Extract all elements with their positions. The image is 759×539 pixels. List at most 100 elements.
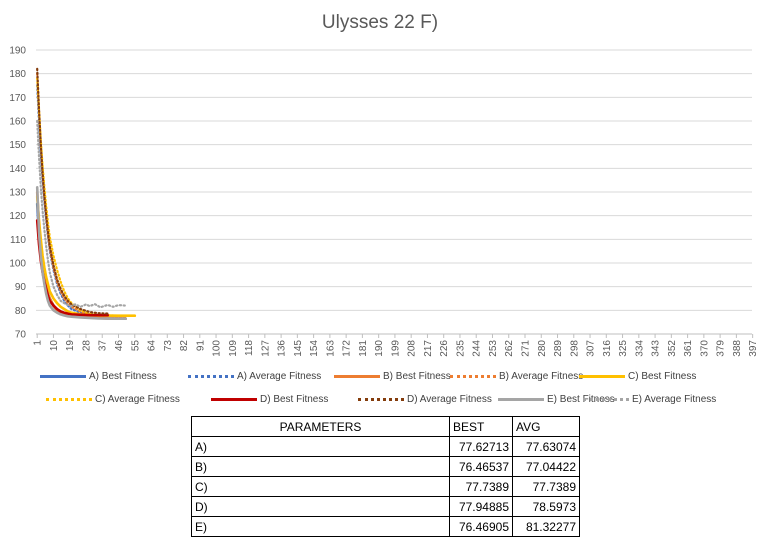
table-row: B) 76.46537 77.04422 (191, 456, 580, 477)
x-tick-label: 145 (293, 340, 304, 357)
x-tick-label: 55 (130, 340, 141, 352)
legend-item: C) Average Fitness (46, 394, 180, 405)
y-tick-label: 90 (15, 282, 27, 293)
series-line-8 (36, 67, 109, 315)
table-cell-best: 77.62713 (449, 436, 513, 457)
y-tick-label: 130 (9, 188, 26, 199)
table-cell-avg: 78.5973 (512, 496, 580, 517)
legend-item: B) Best Fitness (334, 371, 451, 382)
x-tick-label: 235 (455, 340, 466, 357)
legend-item: A) Best Fitness (40, 371, 157, 382)
legend-label: C) Best Fitness (628, 370, 697, 382)
x-tick-label: 109 (228, 340, 239, 357)
legend-item: C) Best Fitness (579, 371, 696, 382)
x-tick-label: 154 (309, 340, 320, 357)
legend-label: A) Average Fitness (237, 370, 322, 382)
x-tick-label: 10 (49, 340, 60, 352)
legend-swatch (188, 374, 234, 378)
x-tick-label: 343 (651, 340, 662, 357)
x-tick-label: 100 (212, 340, 223, 357)
legend-label: C) Average Fitness (95, 393, 180, 405)
x-tick-label: 352 (667, 340, 678, 357)
legend-item: A) Average Fitness (188, 371, 321, 382)
table-header-parameters: PARAMETERS (191, 416, 450, 437)
x-tick-label: 334 (634, 340, 645, 357)
legend-swatch (211, 397, 257, 401)
table-header-best: BEST (449, 416, 513, 437)
x-tick-label: 361 (683, 340, 694, 357)
y-tick-label: 190 (9, 46, 26, 57)
table-header-avg: AVG (512, 416, 580, 437)
x-tick-label: 73 (163, 340, 174, 352)
table-cell-best: 76.46905 (449, 516, 513, 537)
legend-swatch (40, 374, 86, 378)
x-tick-label: 46 (114, 340, 125, 352)
x-tick-label: 163 (325, 340, 336, 357)
legend-item: E) Best Fitness (498, 394, 615, 405)
x-tick-label: 37 (98, 340, 109, 352)
table-cell-parameter: D) (191, 496, 450, 517)
series-line-9 (35, 186, 127, 321)
table-cell-avg: 77.7389 (512, 476, 580, 497)
table-row: D) 77.94885 78.5973 (191, 496, 580, 517)
y-tick-label: 160 (9, 117, 26, 128)
table-cell-best: 77.94885 (449, 496, 513, 517)
y-tick-label: 120 (9, 211, 26, 222)
x-tick-label: 136 (277, 340, 288, 357)
table-cell-avg: 77.63074 (512, 436, 580, 457)
table-cell-avg: 77.04422 (512, 456, 580, 477)
chart-title: Ulysses 22 F) (322, 12, 438, 33)
legend-item: D) Average Fitness (358, 394, 492, 405)
x-tick-label: 91 (195, 340, 206, 352)
x-tick-label: 199 (390, 340, 401, 357)
x-tick-label: 262 (504, 340, 515, 357)
legend-swatch (334, 374, 380, 378)
x-tick-label: 208 (407, 340, 418, 357)
legend-swatch (498, 397, 544, 401)
table-row: A) 77.62713 77.63074 (191, 436, 580, 457)
line-chart: Ulysses 22 F) 70809010011012013014015016… (9, 12, 759, 357)
legend-swatch (450, 374, 496, 378)
table-cell-best: 77.7389 (449, 476, 513, 497)
x-tick-label: 28 (81, 340, 92, 352)
x-tick-label: 19 (65, 340, 76, 352)
legend-item: E) Average Fitness (583, 394, 716, 405)
parameters-table: PARAMETERS BEST AVG A) 77.62713 77.63074… (191, 416, 580, 537)
x-tick-label: 82 (179, 340, 190, 352)
x-tick-label: 217 (423, 340, 434, 357)
x-tick-label: 226 (439, 340, 450, 357)
legend-label: B) Average Fitness (499, 370, 584, 382)
x-tick-label: 379 (716, 340, 727, 357)
legend-label: D) Best Fitness (260, 393, 329, 405)
x-tick-label: 118 (244, 340, 255, 356)
table-row: E) 76.46905 81.32277 (191, 516, 580, 537)
legend-swatch (579, 374, 625, 378)
legend-item: D) Best Fitness (211, 394, 328, 405)
x-tick-label: 1 (33, 340, 44, 346)
y-tick-label: 170 (9, 93, 26, 104)
x-tick-label: 397 (748, 340, 759, 357)
legend-swatch (46, 397, 92, 401)
x-tick-label: 325 (618, 340, 629, 357)
x-tick-label: 307 (586, 340, 597, 357)
x-tick-label: 127 (260, 340, 271, 357)
table-header-row: PARAMETERS BEST AVG (191, 416, 580, 437)
legend-label: E) Best Fitness (547, 393, 615, 405)
x-tick-label: 370 (699, 340, 710, 357)
table-cell-parameter: A) (191, 436, 450, 457)
series-line-4 (36, 72, 127, 319)
legend-label: B) Best Fitness (383, 370, 451, 382)
x-tick-label: 244 (472, 340, 483, 357)
x-tick-label: 181 (358, 340, 369, 357)
x-tick-label: 316 (602, 340, 613, 357)
series-line-10 (36, 119, 127, 309)
y-tick-label: 140 (9, 164, 26, 175)
table-cell-best: 76.46537 (449, 456, 513, 477)
y-tick-label: 100 (9, 259, 26, 270)
x-tick-label: 271 (521, 340, 532, 357)
series-line-2 (36, 84, 127, 317)
table-cell-parameter: B) (191, 456, 450, 477)
legend-item: B) Average Fitness (450, 371, 583, 382)
y-tick-label: 150 (9, 140, 26, 151)
x-tick-label: 289 (553, 340, 564, 357)
